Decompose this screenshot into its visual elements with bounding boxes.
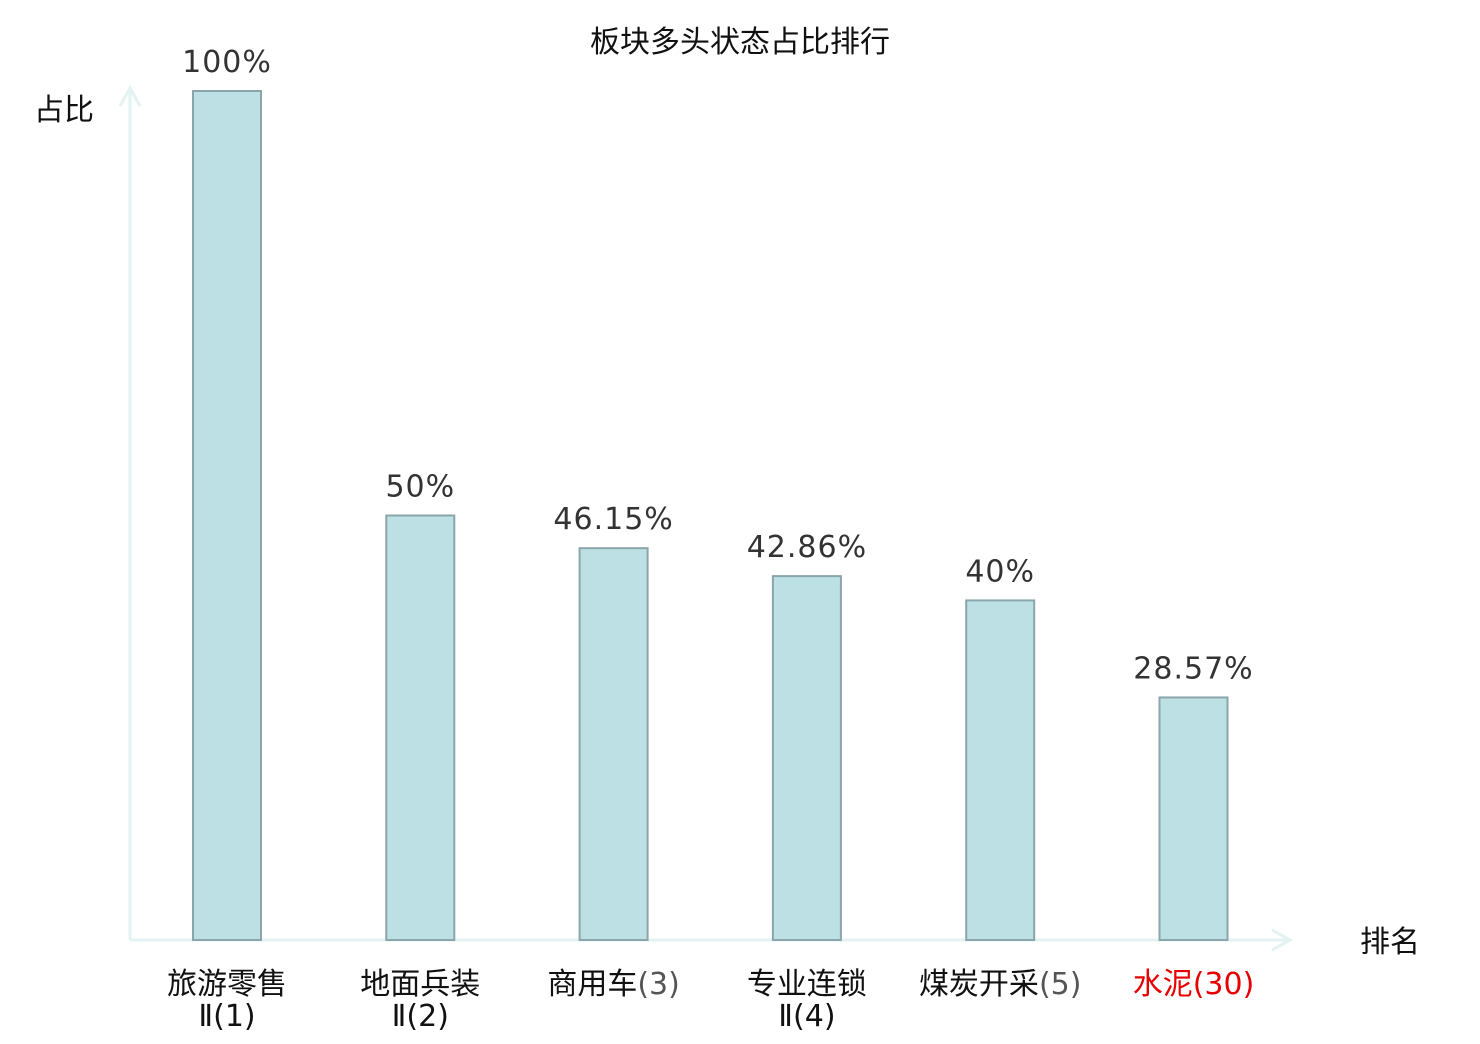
bar: [192, 90, 262, 941]
bar: [771, 575, 842, 941]
bar: [385, 514, 456, 941]
category-name: 地面兵装: [360, 967, 480, 1002]
bar: [578, 547, 649, 942]
category-label: 商用车(3): [547, 967, 680, 1002]
y-axis-title: 占比: [34, 93, 94, 128]
bars: [192, 90, 1229, 942]
value-label: 46.15%: [553, 502, 673, 537]
axes: [118, 84, 1294, 952]
category-rank: Ⅱ(4): [778, 999, 835, 1034]
category-rank: (30): [1193, 967, 1255, 1002]
category-label: 水泥(30): [1133, 967, 1255, 1002]
category-name: 商用车: [547, 967, 637, 1002]
category-name: 旅游零售: [167, 967, 287, 1002]
category-name: 煤炭开采: [919, 967, 1039, 1002]
bar: [965, 599, 1036, 942]
value-label: 28.57%: [1133, 651, 1253, 686]
category-rank: Ⅱ(2): [392, 999, 449, 1034]
category-label: 煤炭开采(5): [919, 967, 1081, 1002]
chart-title: 板块多头状态占比排行: [590, 25, 890, 60]
value-label: 40%: [965, 554, 1035, 589]
value-label: 42.86%: [747, 530, 867, 565]
category-rank: Ⅱ(1): [198, 999, 255, 1034]
y-axis-arrow: [118, 84, 142, 107]
category-rank: (5): [1039, 967, 1082, 1002]
value-label: 50%: [385, 470, 455, 505]
value-label: 100%: [182, 45, 272, 80]
bar: [1158, 696, 1229, 941]
category-rank: (3): [637, 967, 680, 1002]
x-axis-arrow: [1271, 928, 1294, 952]
x-axis-title: 排名: [1360, 925, 1420, 960]
value-labels: 100% 50% 46.15% 42.86% 40% 28.57%: [182, 45, 1253, 686]
category-name: 专业连锁: [747, 967, 867, 1002]
category-name: 水泥: [1133, 967, 1193, 1002]
